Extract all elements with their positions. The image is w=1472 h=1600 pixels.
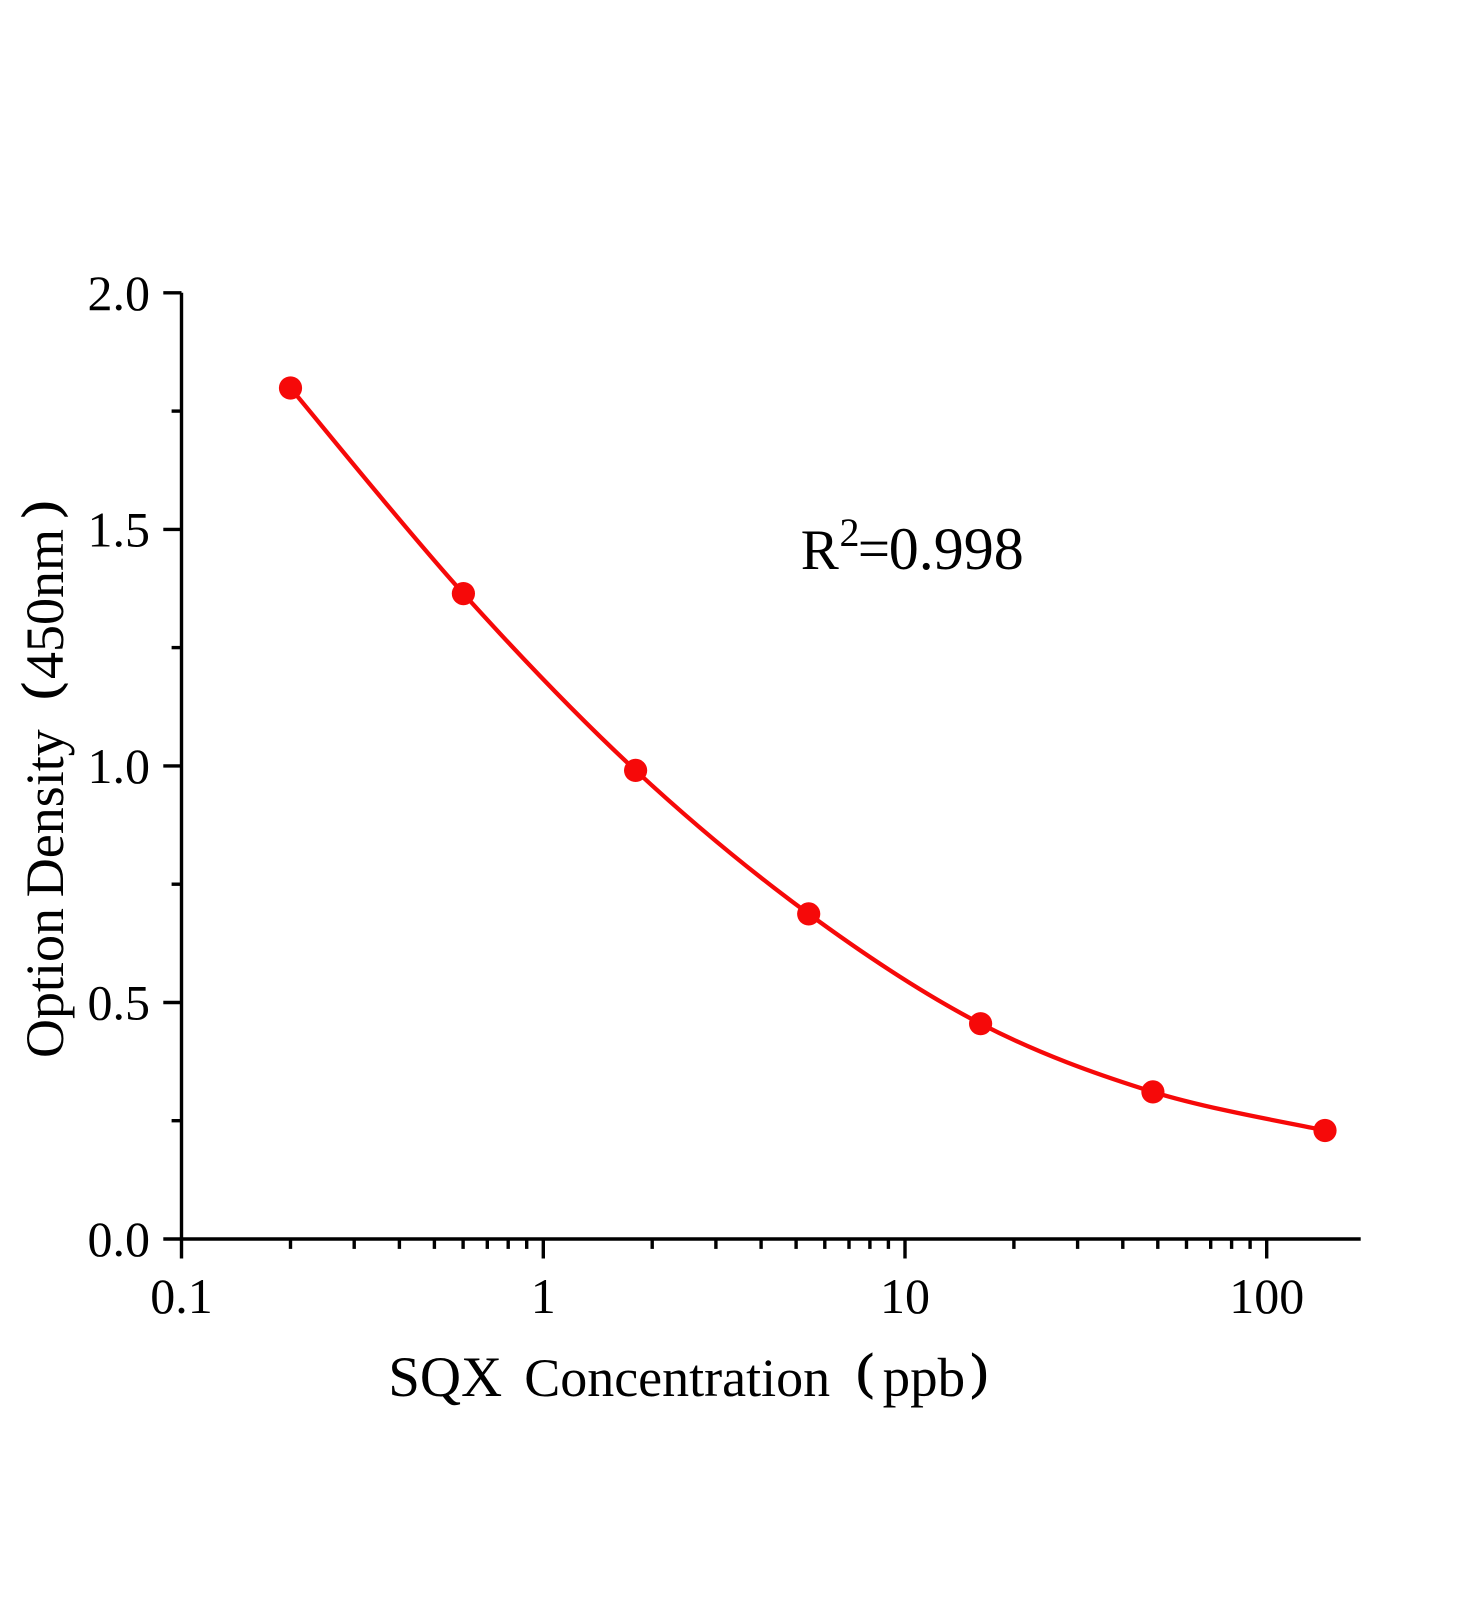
svg-text:0.0: 0.0 <box>88 1211 151 1267</box>
svg-text:Density: Density <box>15 729 75 897</box>
svg-text:1.0: 1.0 <box>88 738 151 794</box>
svg-text:): ) <box>11 501 67 518</box>
svg-text:0.998: 0.998 <box>889 516 1024 582</box>
svg-text:1.5: 1.5 <box>88 502 151 558</box>
svg-text:1: 1 <box>531 1268 556 1324</box>
svg-text:100: 100 <box>1229 1268 1304 1324</box>
svg-text:2: 2 <box>840 510 860 555</box>
svg-text:0.1: 0.1 <box>150 1268 213 1324</box>
svg-text:R: R <box>801 519 839 582</box>
svg-text:Option: Option <box>15 908 75 1058</box>
svg-text:450nm: 450nm <box>15 529 75 679</box>
svg-text:(: ( <box>11 683 67 700</box>
svg-text:0.5: 0.5 <box>88 975 151 1031</box>
svg-text:(: ( <box>857 1343 874 1399</box>
svg-text:2.0: 2.0 <box>88 265 151 321</box>
svg-text:Concentration: Concentration <box>524 1348 830 1408</box>
svg-text:): ) <box>971 1343 988 1399</box>
svg-text:ppb: ppb <box>883 1347 966 1408</box>
svg-text:SQX: SQX <box>388 1346 502 1409</box>
svg-text:=: = <box>858 518 890 581</box>
svg-text:10: 10 <box>880 1268 930 1324</box>
